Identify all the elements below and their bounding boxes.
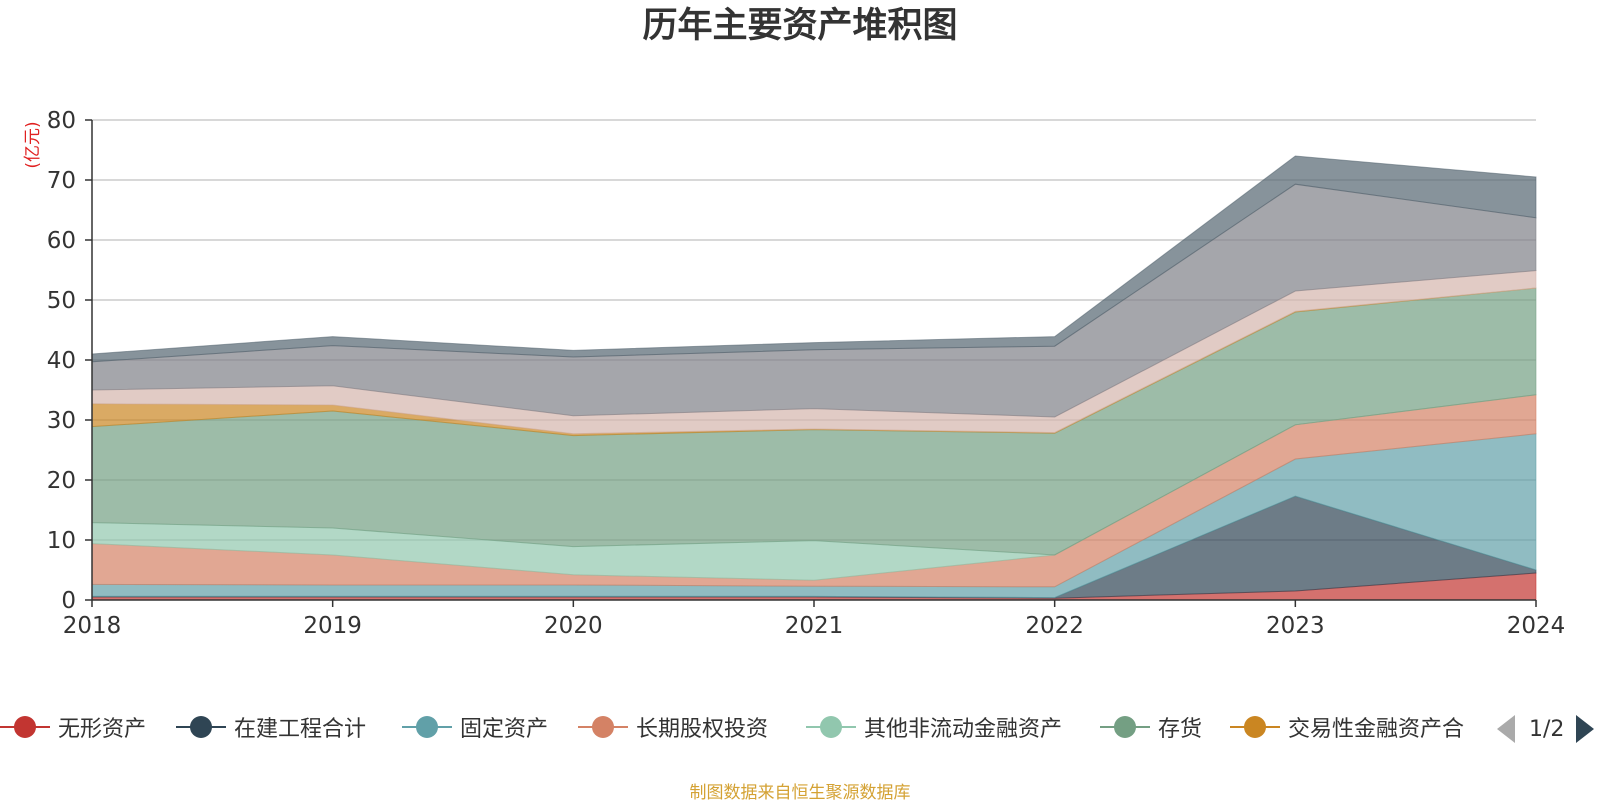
legend-item[interactable]: 存货 <box>1100 710 1202 744</box>
legend-label: 其他非流动金融资产 <box>864 717 1063 742</box>
x-tick-label: 2021 <box>785 613 844 639</box>
legend-marker-icon <box>0 710 50 744</box>
legend-next-page-button[interactable] <box>1576 715 1595 743</box>
legend-marker-icon <box>578 710 628 744</box>
legend-marker-icon <box>176 710 226 744</box>
x-tick-label: 2024 <box>1507 613 1566 639</box>
legend-pager: 1/2 <box>1497 712 1595 746</box>
legend-label: 在建工程合计 <box>234 717 367 742</box>
y-tick-label: 50 <box>47 288 76 314</box>
legend-label: 交易性金融资产合 <box>1288 717 1465 742</box>
legend-label: 存货 <box>1158 717 1203 742</box>
x-tick-label: 2020 <box>544 613 603 639</box>
legend-prev-page-button[interactable] <box>1497 715 1515 743</box>
axes: 0 10 20 30 40 50 60 70 80 2018 2019 2020 2021 2022 202… <box>47 108 1566 639</box>
legend-marker-icon <box>806 710 856 744</box>
legend-item[interactable]: 在建工程合计 <box>176 710 366 744</box>
y-tick-label: 30 <box>47 408 76 434</box>
legend-marker-icon <box>402 710 452 744</box>
y-tick-label: 70 <box>47 168 76 194</box>
legend-item[interactable]: 其他非流动金融资产 <box>806 710 1062 744</box>
legend-marker-icon <box>1100 710 1150 744</box>
legend-item[interactable]: 长期股权投资 <box>578 710 768 744</box>
area-series <box>91 155 1537 601</box>
y-tick-label: 80 <box>47 108 76 134</box>
x-tick-label: 2023 <box>1266 613 1325 639</box>
legend-label: 固定资产 <box>460 717 549 742</box>
y-tick-label: 10 <box>47 528 76 554</box>
y-tick-label: 0 <box>61 588 76 614</box>
legend: 无形资产 在建工程合计 固定资产 长期股权投资 其他非流动金融资产 存货 交易性金融资产合 <box>0 710 1600 744</box>
legend-label: 无形资产 <box>58 717 147 742</box>
legend-item[interactable]: 固定资产 <box>402 710 548 744</box>
legend-marker-icon <box>1230 710 1280 744</box>
chart-title: 历年主要资产堆积图 <box>642 6 958 46</box>
legend-item[interactable]: 交易性金融资产合 <box>1230 710 1464 744</box>
source-note: 制图数据来自恒生聚源数据库 <box>689 783 911 803</box>
legend-item[interactable]: 无形资产 <box>0 710 146 744</box>
area-series-其他资产C[interactable] <box>91 155 1537 363</box>
x-tick-label: 2022 <box>1025 613 1084 639</box>
legend-page-indicator: 1/2 <box>1529 716 1565 742</box>
y-tick-label: 40 <box>47 348 76 374</box>
legend-label: 长期股权投资 <box>636 717 769 742</box>
y-tick-label: 20 <box>47 468 76 494</box>
y-axis-unit-label: (亿元) <box>23 121 43 168</box>
y-tick-label: 60 <box>47 228 76 254</box>
x-tick-label: 2019 <box>303 613 362 639</box>
x-tick-label: 2018 <box>63 613 122 639</box>
